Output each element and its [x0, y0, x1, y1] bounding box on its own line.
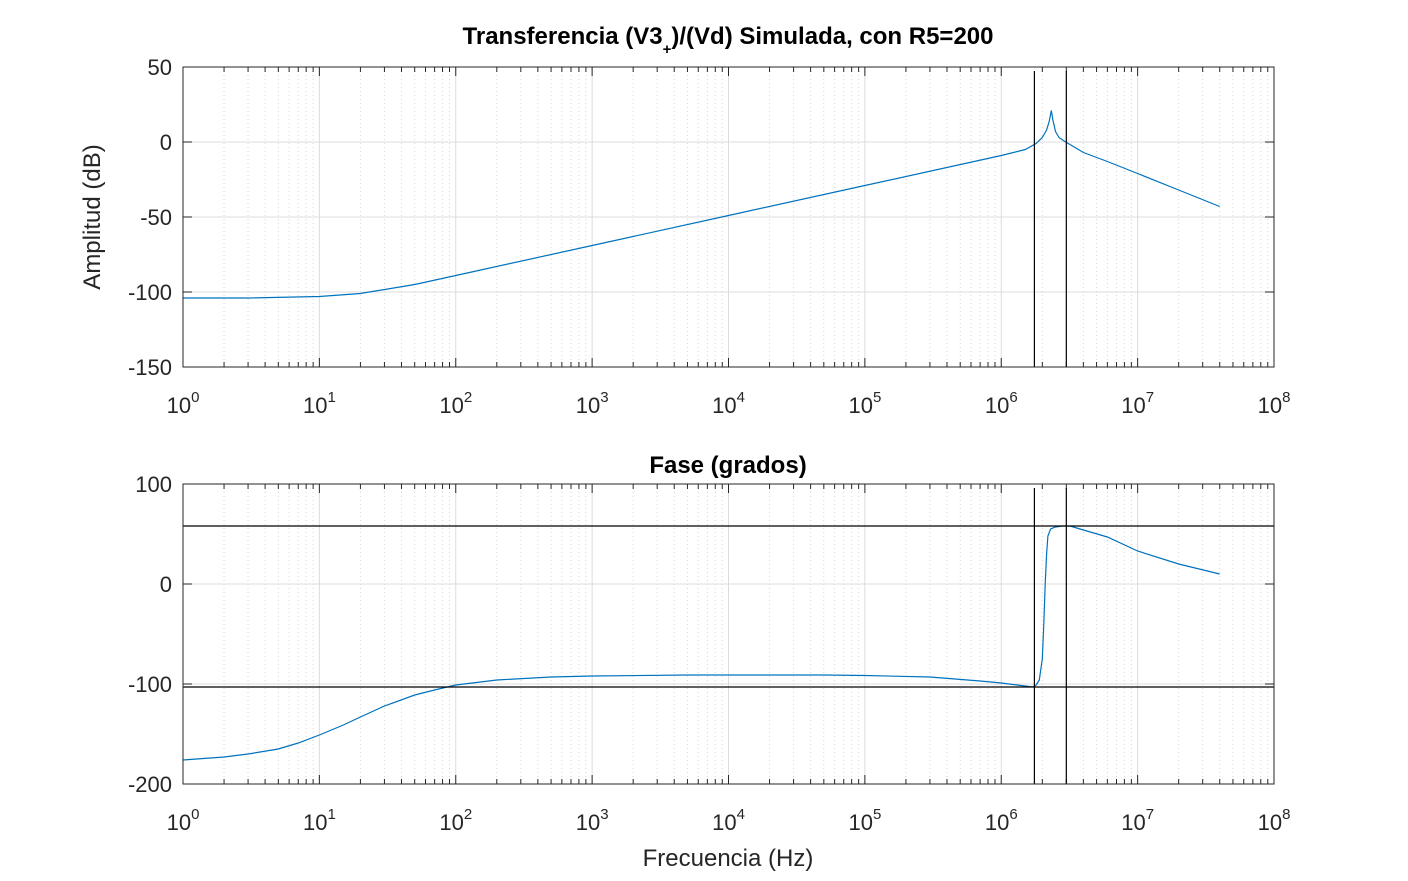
y-tick-label: 100 — [135, 472, 172, 497]
x-tick-label: 108 — [1258, 806, 1291, 835]
frequency-x-axis-label: Frecuencia (Hz) — [643, 845, 814, 872]
x-tick-label: 100 — [167, 806, 200, 835]
x-tick-label: 102 — [439, 806, 472, 835]
x-tick-label: 100 — [167, 389, 200, 418]
x-tick-label: 107 — [1121, 389, 1154, 418]
x-tick-label: 105 — [848, 389, 881, 418]
x-tick-label: 103 — [576, 389, 609, 418]
x-tick-label: 107 — [1121, 806, 1154, 835]
y-tick-label: 50 — [148, 55, 172, 80]
y-tick-label: -200 — [128, 772, 172, 797]
x-tick-label: 108 — [1258, 389, 1291, 418]
title-text-pre: Transferencia (V3 — [463, 23, 663, 50]
phase-plot-title: Fase (grados) — [649, 452, 806, 479]
amplitude-subplot: Transferencia (V3+)/(Vd) Simulada, con R… — [79, 23, 1290, 418]
y-tick-label: 0 — [160, 130, 172, 155]
amplitude-series-line — [183, 110, 1220, 299]
x-tick-label: 102 — [439, 389, 472, 418]
x-tick-label: 106 — [985, 806, 1018, 835]
title-subscript: + — [663, 41, 672, 58]
y-tick-label: 0 — [160, 572, 172, 597]
x-tick-label: 103 — [576, 806, 609, 835]
y-tick-label: -150 — [128, 355, 172, 380]
x-tick-label: 106 — [985, 389, 1018, 418]
phase-subplot: Fase (grados) Frecuencia (Hz) 100 101 102 1… — [128, 452, 1290, 872]
amplitude-y-axis-label: Amplitud (dB) — [79, 144, 106, 289]
x-tick-label: 105 — [848, 806, 881, 835]
y-tick-label: -100 — [128, 280, 172, 305]
y-tick-label: -100 — [128, 672, 172, 697]
x-tick-label: 104 — [712, 389, 745, 418]
y-tick-label: -50 — [140, 205, 172, 230]
x-tick-label: 104 — [712, 806, 745, 835]
amplitude-plot-title: Transferencia (V3+)/(Vd) Simulada, con R… — [463, 23, 994, 58]
title-text-post: )/(Vd) Simulada, con R5=200 — [671, 23, 993, 50]
x-tick-label: 101 — [303, 389, 336, 418]
x-tick-label: 101 — [303, 806, 336, 835]
